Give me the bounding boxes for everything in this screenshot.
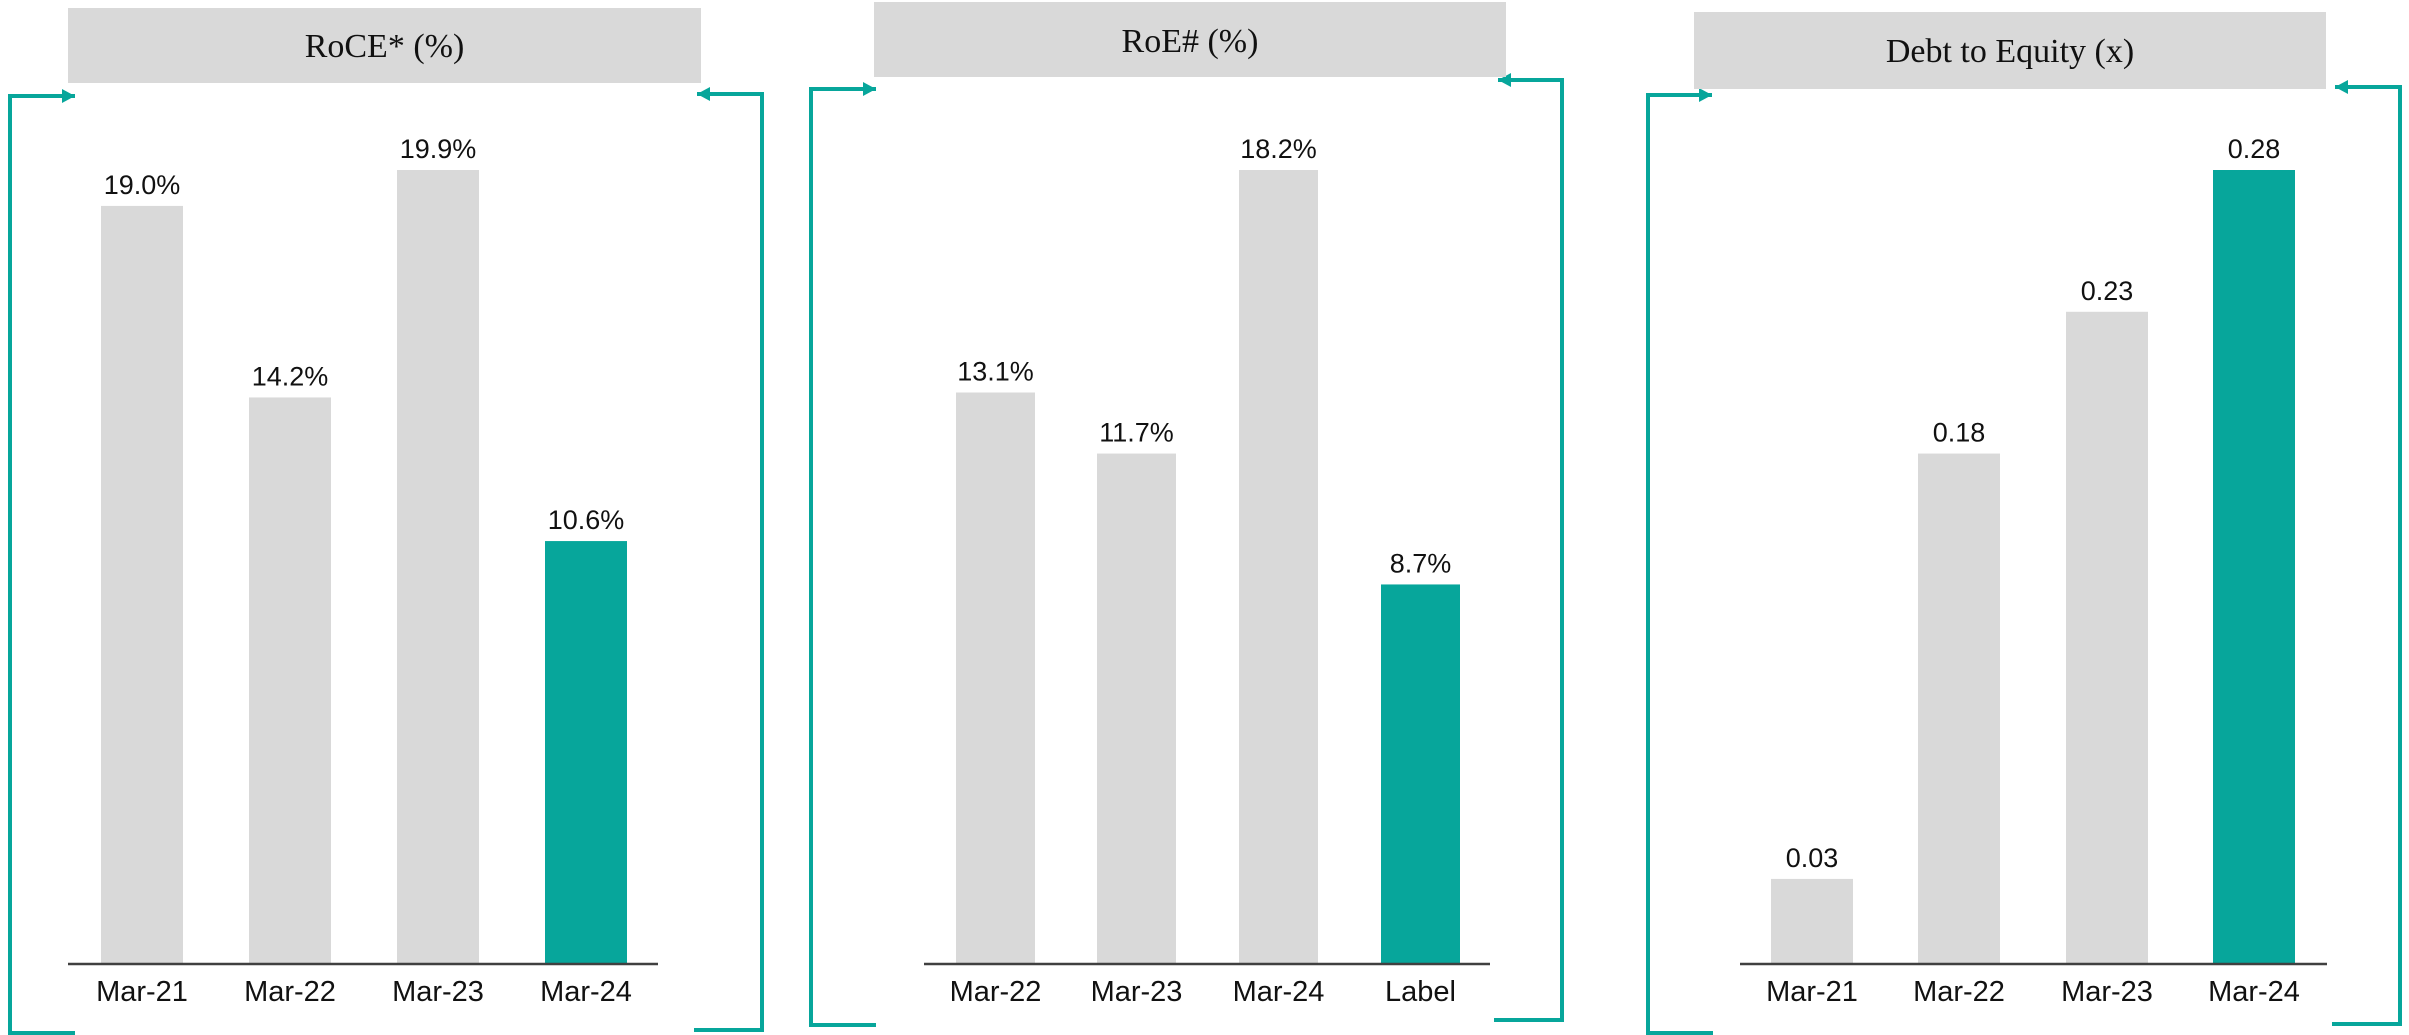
bar-mar-22 xyxy=(956,392,1035,964)
category-label: Mar-24 xyxy=(1233,976,1325,1008)
bar-mar-23 xyxy=(2066,311,2148,964)
chart-title-box xyxy=(874,2,1506,77)
chart-panel-2: RoE# (%) 13.1% Mar-22 11.7% Mar-23 18.2% Mar-2… xyxy=(809,2,1564,1027)
bar-mar-23 xyxy=(1097,453,1176,964)
bar-label xyxy=(1381,584,1460,964)
data-label: 0.03 xyxy=(1786,843,1839,873)
bracket-arrowhead xyxy=(863,82,876,96)
data-label: 19.9% xyxy=(400,134,477,164)
bar-mar-21 xyxy=(1771,878,1853,964)
data-label: 10.6% xyxy=(548,505,625,535)
chart-panel-3: Debt to Equity (x) 0.03 Mar-21 0.18 Mar-22 0.… xyxy=(1646,12,2402,1035)
category-label: Mar-22 xyxy=(1913,976,2005,1008)
category-label: Mar-24 xyxy=(2208,976,2300,1008)
bar-mar-24 xyxy=(545,541,627,964)
data-label: 0.18 xyxy=(1933,418,1986,448)
bracket-left xyxy=(8,94,75,1035)
bar-mar-22 xyxy=(249,397,331,964)
bracket-arrowhead xyxy=(1498,73,1511,87)
data-label: 13.1% xyxy=(957,356,1034,386)
chart-title: RoE# (%) xyxy=(1122,23,1259,60)
category-label: Mar-21 xyxy=(96,976,188,1008)
data-label: 0.28 xyxy=(2228,134,2281,164)
bracket-right xyxy=(1494,78,1564,1022)
chart-title-box xyxy=(1694,12,2326,89)
data-label: 0.23 xyxy=(2081,276,2134,306)
category-label: Mar-23 xyxy=(2061,976,2153,1008)
bracket-right xyxy=(2332,85,2402,1026)
bracket-right xyxy=(694,92,764,1032)
chart-title: RoCE* (%) xyxy=(305,28,465,65)
bar-mar-24 xyxy=(2213,170,2295,964)
category-label: Mar-24 xyxy=(540,976,632,1008)
category-label: Mar-22 xyxy=(244,976,336,1008)
category-label: Mar-23 xyxy=(1091,976,1183,1008)
bar-mar-24 xyxy=(1239,170,1318,964)
data-label: 8.7% xyxy=(1390,548,1452,578)
data-label: 11.7% xyxy=(1099,418,1174,448)
bracket-arrowhead xyxy=(1699,88,1712,102)
bar-mar-23 xyxy=(397,170,479,964)
bar-mar-22 xyxy=(1918,453,2000,964)
bracket-left xyxy=(809,87,876,1027)
data-label: 18.2% xyxy=(1240,134,1317,164)
data-label: 14.2% xyxy=(252,361,329,391)
bar-mar-21 xyxy=(101,205,183,964)
category-label: Label xyxy=(1385,976,1456,1008)
category-label: Mar-22 xyxy=(950,976,1042,1008)
category-label: Mar-21 xyxy=(1766,976,1858,1008)
category-label: Mar-23 xyxy=(392,976,484,1008)
bracket-arrowhead xyxy=(62,89,75,103)
chart-title-box xyxy=(68,8,701,83)
bracket-left xyxy=(1646,93,1713,1035)
chart-panel-1: RoCE* (%) 19.0% Mar-21 14.2% Mar-22 19.9% Mar-… xyxy=(8,8,764,1035)
bracket-arrowhead xyxy=(2335,80,2348,94)
chart-title: Debt to Equity (x) xyxy=(1886,33,2134,70)
bracket-arrowhead xyxy=(697,87,710,101)
data-label: 19.0% xyxy=(104,170,181,200)
